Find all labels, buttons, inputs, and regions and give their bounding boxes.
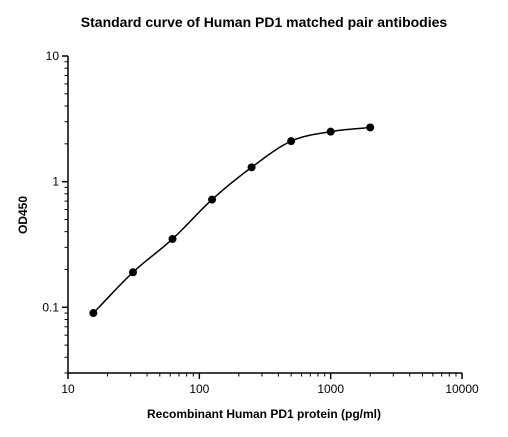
data-point [326, 127, 335, 136]
y-tick-label: 0.1 [42, 300, 59, 314]
x-tick-label: 10 [61, 382, 75, 396]
y-tick-label: 1 [52, 175, 59, 189]
x-tick-label: 100 [189, 382, 209, 396]
data-point [128, 268, 137, 277]
fit-curve-layer [92, 126, 371, 314]
y-axis-title: OD450 [16, 196, 30, 234]
chart-title: Standard curve of Human PD1 matched pair… [81, 14, 448, 30]
x-tick-label: 10000 [445, 382, 479, 396]
x-tick-label: 1000 [317, 382, 344, 396]
data-point [366, 123, 375, 132]
axes [67, 56, 462, 374]
data-point [247, 163, 256, 172]
tick-labels: 10 100 1000 10000 0.1 1 10 [42, 49, 479, 396]
data-point [287, 137, 296, 146]
data-point [168, 234, 177, 243]
data-point [208, 195, 217, 204]
x-axis-title: Recombinant Human PD1 protein (pg/ml) [147, 407, 381, 421]
data-point [89, 309, 98, 318]
fit-curve-line [92, 126, 371, 314]
tick-marks [62, 55, 463, 379]
y-tick-label: 10 [46, 49, 60, 63]
data-points-layer [89, 123, 375, 318]
